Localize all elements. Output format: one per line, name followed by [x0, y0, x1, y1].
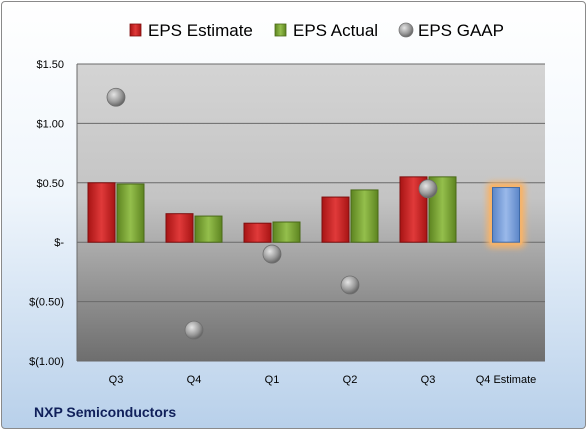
eps-gaap-point [418, 179, 438, 199]
x-tick-label: Q4 Estimate [476, 374, 537, 386]
y-axis: $1.50 $1.00 $0.50 $- $(0.50) $(1.00) [29, 59, 78, 368]
eps-estimate-q4-bar [492, 187, 520, 243]
legend: EPS Estimate EPS Actual EPS GAAP [129, 21, 504, 40]
plot-area [77, 64, 545, 361]
bars [87, 176, 526, 249]
y-tick-label: $(1.00) [29, 356, 64, 368]
eps-gaap-point [262, 244, 282, 264]
eps-estimate-bar [243, 222, 272, 243]
eps-estimate-bar [87, 182, 116, 243]
y-tick-label: $- [54, 237, 64, 249]
y-tick-label: $0.50 [36, 178, 64, 190]
x-tick-label: Q3 [109, 374, 124, 386]
x-tick-label: Q1 [265, 374, 280, 386]
eps-actual-bar [350, 189, 379, 243]
eps-actual-bar [116, 183, 145, 243]
y-tick-label: $1.00 [36, 118, 64, 130]
gaap-points [106, 87, 438, 340]
legend-gaap-swatch [398, 22, 414, 38]
y-tick-label: $(0.50) [29, 297, 64, 309]
legend-label: EPS GAAP [418, 21, 504, 40]
legend-label: EPS Actual [293, 21, 378, 40]
eps-actual-bar [272, 221, 301, 243]
gridlines [77, 63, 545, 362]
legend-actual-swatch [274, 23, 287, 37]
legend-estimate-swatch [129, 23, 142, 37]
x-tick-label: Q4 [187, 374, 202, 386]
eps-gaap-point [106, 87, 126, 107]
eps-estimate-bar [321, 196, 350, 243]
eps-gaap-point [184, 320, 204, 340]
x-axis-labels: Q3 Q4 Q1 Q2 Q3 Q4 Estimate [109, 374, 537, 386]
eps-estimate-bar [165, 213, 194, 243]
company-name: NXP Semiconductors [34, 404, 177, 420]
legend-label: EPS Estimate [148, 21, 253, 40]
x-tick-label: Q2 [343, 374, 358, 386]
eps-gaap-point [340, 275, 360, 295]
x-tick-label: Q3 [421, 374, 436, 386]
y-tick-label: $1.50 [36, 59, 64, 71]
eps-actual-bar [194, 215, 223, 243]
